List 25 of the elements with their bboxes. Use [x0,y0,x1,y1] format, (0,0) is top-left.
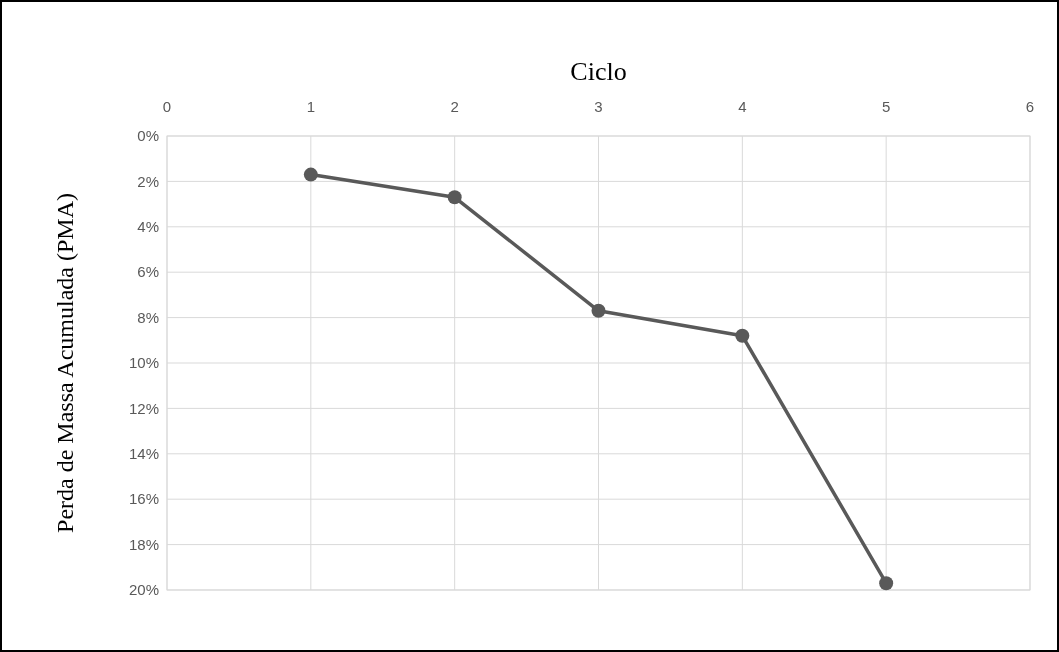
x-tick-label: 6 [1025,98,1035,115]
x-tick-label: 3 [594,98,603,115]
y-tick-label: 16% [128,490,159,508]
y-tick-label: 6% [137,263,159,281]
x-tick-label: 4 [738,98,747,115]
y-tick-label: 10% [128,354,159,372]
y-tick-label: 8% [137,308,159,326]
x-axis-title: Ciclo [570,57,627,86]
y-tick-label: 12% [128,399,159,417]
y-tick-label: 20% [128,581,159,599]
point [735,328,750,343]
x-tick-label: 2 [450,98,459,115]
y-tick-label: 0% [137,127,159,145]
point [447,190,462,205]
y-tick-label: 14% [128,445,159,463]
y-axis-title: Perda de Massa Acumulada (PMA) [52,193,78,533]
y-tick-label: 18% [128,535,159,553]
y-tick-label: 2% [137,172,159,190]
point [591,303,606,318]
x-tick-label: 0 [162,98,172,115]
y-tick-label: 4% [137,218,159,236]
x-tick-label: 5 [881,98,891,115]
point [879,576,894,591]
x-tick-label: 1 [306,98,316,115]
point [303,167,318,182]
